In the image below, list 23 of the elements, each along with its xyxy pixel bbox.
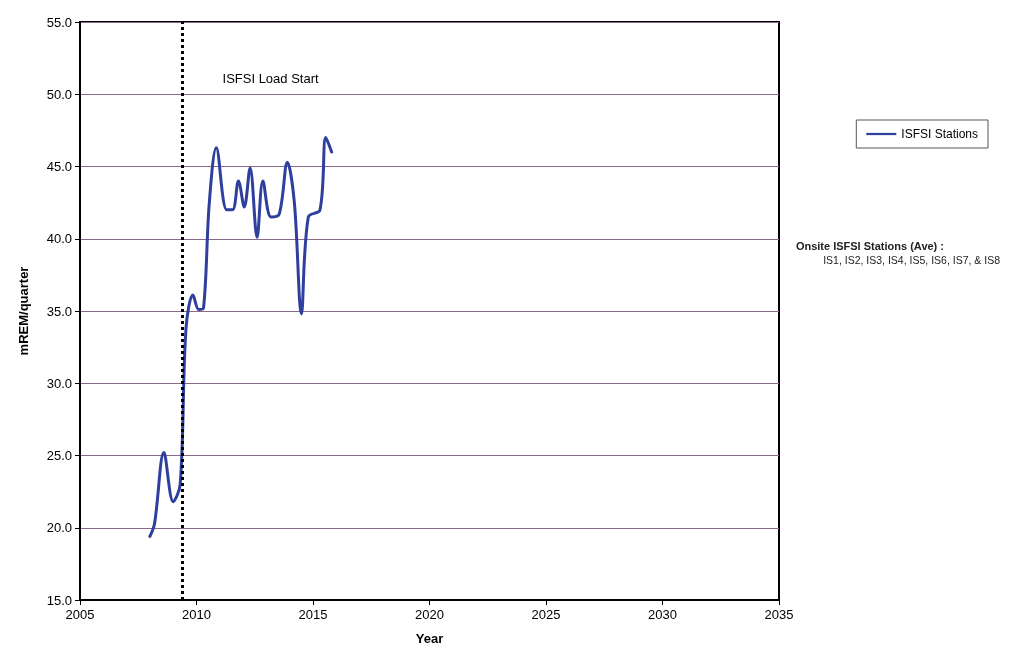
y-tick-label: 45.0 [46, 159, 72, 174]
y-tick-label: 50.0 [46, 86, 72, 102]
x-tick-label: 2025 [531, 607, 561, 622]
y-tick-label: 15.0 [46, 592, 72, 608]
y-tick-label: 30.0 [46, 375, 72, 391]
x-tick-label: 2020 [415, 607, 444, 622]
y-tick-label: 20.0 [46, 520, 72, 536]
x-tick-label: 2005 [65, 607, 95, 622]
x-tick-label: 2035 [764, 607, 794, 622]
text: IS1, IS2, IS3, IS4, IS5, IS6, IS7, & IS8 [823, 253, 1001, 266]
y-tick-label: 55.0 [46, 14, 72, 30]
y-tick-label: 25.0 [46, 448, 72, 463]
text: Onsite ISFSI Stations (Ave) : [795, 239, 945, 252]
y-tick-label: 35.0 [46, 303, 72, 319]
legend-label: ISFSI Stations [901, 127, 978, 141]
y-tick-label: 40.0 [46, 231, 72, 247]
ref-line-label: ISFSI Load Start [222, 71, 320, 86]
x-axis-title: Year [415, 631, 444, 646]
line-series [148, 136, 334, 538]
y-axis-title: mREM/quarter [16, 266, 31, 356]
x-tick-label: 2030 [648, 607, 677, 622]
x-tick-label: 2010 [182, 607, 211, 622]
x-tick-label: 2015 [298, 607, 328, 622]
